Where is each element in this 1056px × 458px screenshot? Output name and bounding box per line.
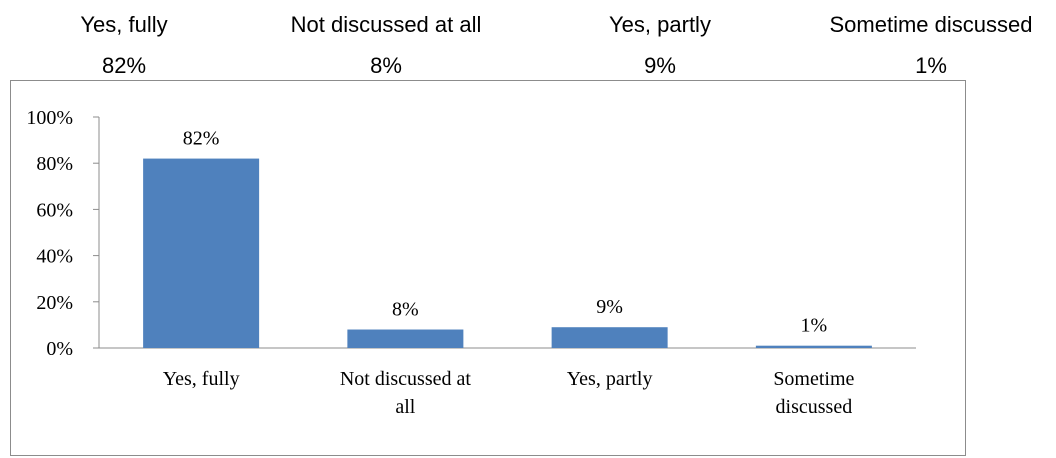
header-item-label: Yes, fully (80, 12, 168, 37)
header-item-sometime-discussed: Sometime discussed 1% (806, 10, 1056, 81)
x-tick-label: Yes, partly (567, 368, 653, 390)
bar-2 (347, 329, 464, 348)
bar-chart: 0% 20% 40% 60% 80% 100% 82% Yes, fully 8% Not dis… (26, 107, 916, 418)
header-labels: Yes, fully 82% Not discussed at all 8% Y… (0, 0, 1056, 80)
data-label: 9% (596, 296, 623, 318)
header-item-value: 1% (915, 53, 947, 78)
y-tick-label: 40% (36, 246, 73, 268)
header-item-yes-fully: Yes, fully 82% (64, 10, 184, 81)
header-item-not-discussed: Not discussed at all 8% (256, 10, 516, 81)
bar-1 (143, 158, 260, 348)
header-item-label: Yes, partly (609, 12, 711, 37)
chart-area: 0% 20% 40% 60% 80% 100% 82% Yes, fully 8% Not dis… (10, 80, 966, 456)
y-tick-label: 100% (26, 107, 73, 129)
header-item-yes-partly: Yes, partly 9% (580, 10, 740, 81)
data-label: 1% (801, 315, 828, 337)
x-tick-label: Sometime (773, 368, 854, 390)
y-tick-label: 80% (36, 153, 73, 175)
x-tick-label: Yes, fully (163, 368, 240, 390)
bar-3 (551, 327, 668, 348)
y-tick-label: 60% (36, 199, 73, 221)
header-item-value: 9% (644, 53, 676, 78)
data-label: 8% (392, 299, 419, 321)
bar-4 (755, 345, 872, 348)
data-label: 82% (183, 128, 220, 150)
header-item-value: 82% (101, 53, 147, 78)
header-item-value: 8% (370, 53, 402, 78)
x-tick-label: discussed (776, 396, 853, 418)
y-tick-label: 0% (46, 338, 73, 360)
x-tick-label: Not discussed at (340, 368, 472, 390)
y-tick-label: 20% (36, 292, 73, 314)
header-item-label: Not discussed at all (290, 12, 482, 37)
x-tick-label: all (395, 396, 415, 418)
header-item-label: Sometime discussed (829, 12, 1033, 37)
